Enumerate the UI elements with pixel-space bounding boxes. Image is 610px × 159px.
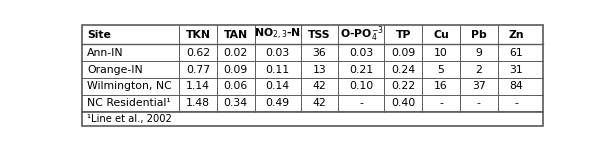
Text: TP: TP [395, 30, 411, 40]
Text: 42: 42 [313, 98, 326, 108]
Text: Wilmington, NC: Wilmington, NC [87, 81, 172, 91]
Text: 37: 37 [472, 81, 486, 91]
Text: 0.09: 0.09 [224, 65, 248, 75]
Text: TSS: TSS [308, 30, 331, 40]
Text: O-PO$_4^{-3}$: O-PO$_4^{-3}$ [340, 25, 383, 45]
Text: TAN: TAN [224, 30, 248, 40]
Text: 0.24: 0.24 [391, 65, 415, 75]
Text: Cu: Cu [433, 30, 449, 40]
Text: 0.22: 0.22 [391, 81, 415, 91]
Text: Pb: Pb [471, 30, 487, 40]
Text: 0.40: 0.40 [391, 98, 415, 108]
Text: 13: 13 [313, 65, 326, 75]
Text: Site: Site [87, 30, 111, 40]
Text: 10: 10 [434, 48, 448, 58]
Text: 0.03: 0.03 [265, 48, 290, 58]
Text: 0.06: 0.06 [224, 81, 248, 91]
Bar [82, 112, 543, 126]
Text: 2: 2 [475, 65, 483, 75]
Text: 9: 9 [475, 48, 483, 58]
Text: 0.02: 0.02 [224, 48, 248, 58]
Text: 0.03: 0.03 [350, 48, 373, 58]
Text: ¹Line et al., 2002: ¹Line et al., 2002 [87, 114, 172, 124]
Text: NO$_{2,3}$-N: NO$_{2,3}$-N [254, 27, 301, 42]
Text: 84: 84 [510, 81, 523, 91]
Text: 0.21: 0.21 [350, 65, 373, 75]
Text: Orange-IN: Orange-IN [87, 65, 143, 75]
Text: 0.34: 0.34 [224, 98, 248, 108]
Text: NC Residential¹: NC Residential¹ [87, 98, 171, 108]
Text: -: - [359, 98, 364, 108]
Text: -: - [439, 98, 443, 108]
Text: 5: 5 [437, 65, 445, 75]
Text: 0.77: 0.77 [186, 65, 210, 75]
Text: 61: 61 [510, 48, 523, 58]
Text: 0.11: 0.11 [265, 65, 290, 75]
Text: 0.14: 0.14 [265, 81, 290, 91]
Text: 0.10: 0.10 [350, 81, 373, 91]
Text: 31: 31 [510, 65, 523, 75]
Text: 0.09: 0.09 [391, 48, 415, 58]
Text: Zn: Zn [509, 30, 525, 40]
Text: 42: 42 [313, 81, 326, 91]
Bar [82, 25, 543, 112]
Text: -: - [477, 98, 481, 108]
Text: 16: 16 [434, 81, 448, 91]
Text: -: - [515, 98, 518, 108]
Text: 1.14: 1.14 [186, 81, 210, 91]
Text: 0.62: 0.62 [186, 48, 210, 58]
Text: 1.48: 1.48 [186, 98, 210, 108]
Text: 0.49: 0.49 [265, 98, 290, 108]
Text: Ann-IN: Ann-IN [87, 48, 124, 58]
Text: TKN: TKN [185, 30, 210, 40]
Text: 36: 36 [313, 48, 326, 58]
